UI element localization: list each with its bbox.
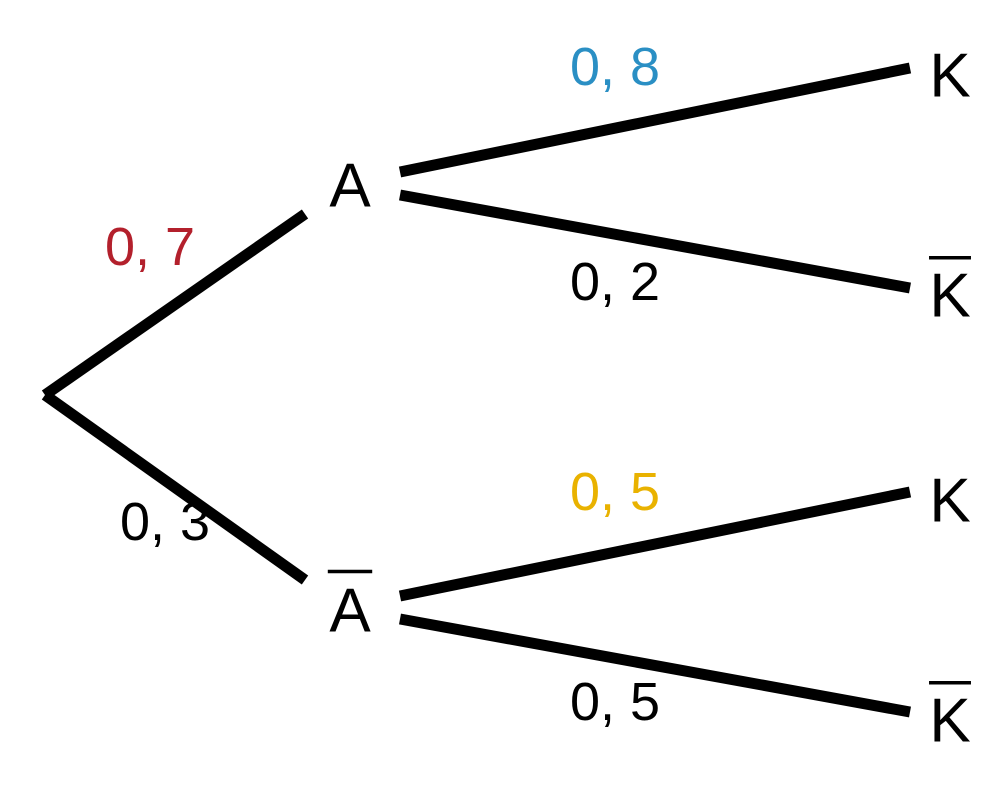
prob-Abar-K2: 0, 5 — [570, 462, 660, 522]
node-Kbar2: K — [929, 687, 970, 756]
edge-root-Abar — [45, 395, 305, 580]
prob-root-A: 0, 7 — [105, 217, 195, 277]
node-K2: K — [929, 467, 970, 536]
prob-root-Abar: 0, 3 — [120, 492, 210, 552]
node-A: A — [329, 152, 371, 221]
edges-layer — [45, 68, 910, 712]
prob-A-Kbar1: 0, 2 — [570, 252, 660, 312]
probability-tree-diagram: A 0, 7 A 0, 3 K 0, 8 K 0, 2 K 0, 5 K 0, 5 — [0, 0, 1000, 785]
node-Kbar1: K — [929, 262, 970, 331]
node-K1: K — [929, 42, 970, 111]
node-Abar: A — [329, 577, 371, 646]
prob-A-K1: 0, 8 — [570, 37, 660, 97]
prob-Abar-Kbar2: 0, 5 — [570, 672, 660, 732]
